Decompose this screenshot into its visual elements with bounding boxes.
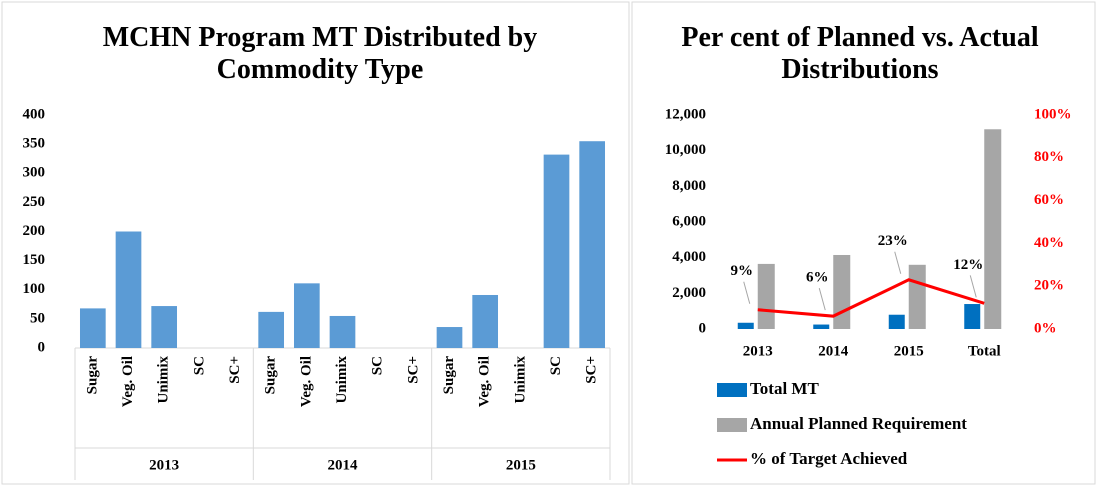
panel-border [1, 1, 630, 485]
y-tick-label: 12,000 [665, 106, 706, 122]
y-tick-label: 8,000 [672, 178, 706, 194]
x-tick-label: 2013 [743, 343, 773, 359]
leader-line [894, 251, 902, 274]
legend-swatch [717, 383, 747, 397]
y2-tick-label: 0% [1034, 320, 1057, 336]
x-tick-label: SC [191, 356, 207, 375]
bar [79, 308, 106, 348]
legend-label: % of Target Achieved [750, 449, 908, 468]
x-tick-label: Unimix [334, 356, 350, 404]
bar [964, 304, 981, 329]
leader-line [743, 281, 751, 304]
y-tick-label: 10,000 [665, 142, 706, 158]
legend-label: Annual Planned Requirement [750, 414, 967, 433]
x-tick-label: 2014 [818, 343, 849, 359]
y-tick-label: 200 [23, 223, 46, 239]
y2-tick-label: 60% [1034, 192, 1064, 208]
legend-swatch [717, 418, 747, 432]
x-tick-label: SC [548, 356, 564, 375]
chart-title: MCHN Program MT Distributed by Commodity… [102, 22, 538, 85]
group-label: 2013 [149, 457, 179, 473]
y2-tick-label: 40% [1034, 235, 1064, 251]
bar [151, 306, 178, 348]
y-tick-label: 2,000 [672, 285, 706, 301]
x-tick-label: Unimix [512, 356, 528, 404]
x-tick-label: SC+ [405, 356, 421, 384]
bar [833, 254, 851, 329]
x-tick-label: SC [370, 356, 386, 375]
y-tick-label: 6,000 [672, 213, 706, 229]
panel-border [631, 1, 1096, 485]
y2-tick-label: 80% [1034, 149, 1064, 165]
data-label: 12% [953, 257, 983, 273]
x-tick-label: Sugar [441, 356, 457, 395]
legend-label: Total MT [750, 379, 819, 398]
bar [579, 141, 606, 348]
group-label: 2015 [506, 457, 536, 473]
leader-line [969, 275, 977, 298]
y-tick-label: 50 [30, 310, 45, 326]
bar [293, 283, 320, 348]
x-tick-label: SC+ [584, 356, 600, 384]
x-tick-label: Veg. Oil [298, 356, 314, 407]
y-tick-label: 100 [23, 281, 46, 297]
bar [737, 322, 754, 329]
y-tick-label: 300 [23, 165, 46, 181]
bar [115, 231, 142, 348]
x-tick-label: Total [968, 343, 1001, 359]
y-tick-label: 250 [23, 194, 46, 210]
y-tick-label: 400 [23, 106, 46, 122]
leader-line [818, 288, 826, 311]
x-tick-label: 2015 [894, 343, 924, 359]
bar [258, 311, 285, 348]
bar [436, 327, 463, 348]
data-label: 9% [731, 263, 754, 279]
y2-tick-label: 100% [1034, 106, 1072, 122]
y-tick-label: 150 [23, 252, 46, 268]
y-tick-label: 0 [38, 339, 46, 355]
x-tick-label: SC+ [227, 356, 243, 384]
bar [908, 264, 926, 329]
data-label: 23% [878, 233, 908, 249]
bar [984, 129, 1002, 329]
bar [472, 294, 499, 348]
x-tick-label: Sugar [263, 356, 279, 395]
chart-title: Per cent of Planned vs. Actual Distribut… [681, 22, 1039, 85]
x-tick-label: Sugar [84, 356, 100, 395]
y-tick-label: 350 [23, 136, 46, 152]
group-label: 2014 [328, 457, 359, 473]
x-tick-label: Veg. Oil [477, 356, 493, 407]
data-label: 6% [806, 270, 829, 286]
bar [813, 324, 830, 329]
y-tick-label: 0 [699, 320, 707, 336]
bar [888, 314, 905, 329]
y2-tick-label: 20% [1034, 278, 1064, 294]
bar [543, 154, 570, 348]
bar [757, 263, 775, 329]
line [757, 278, 985, 318]
x-tick-label: Unimix [156, 356, 172, 404]
y-tick-label: 4,000 [672, 249, 706, 265]
bar [329, 315, 356, 348]
x-tick-label: Veg. Oil [120, 356, 136, 407]
